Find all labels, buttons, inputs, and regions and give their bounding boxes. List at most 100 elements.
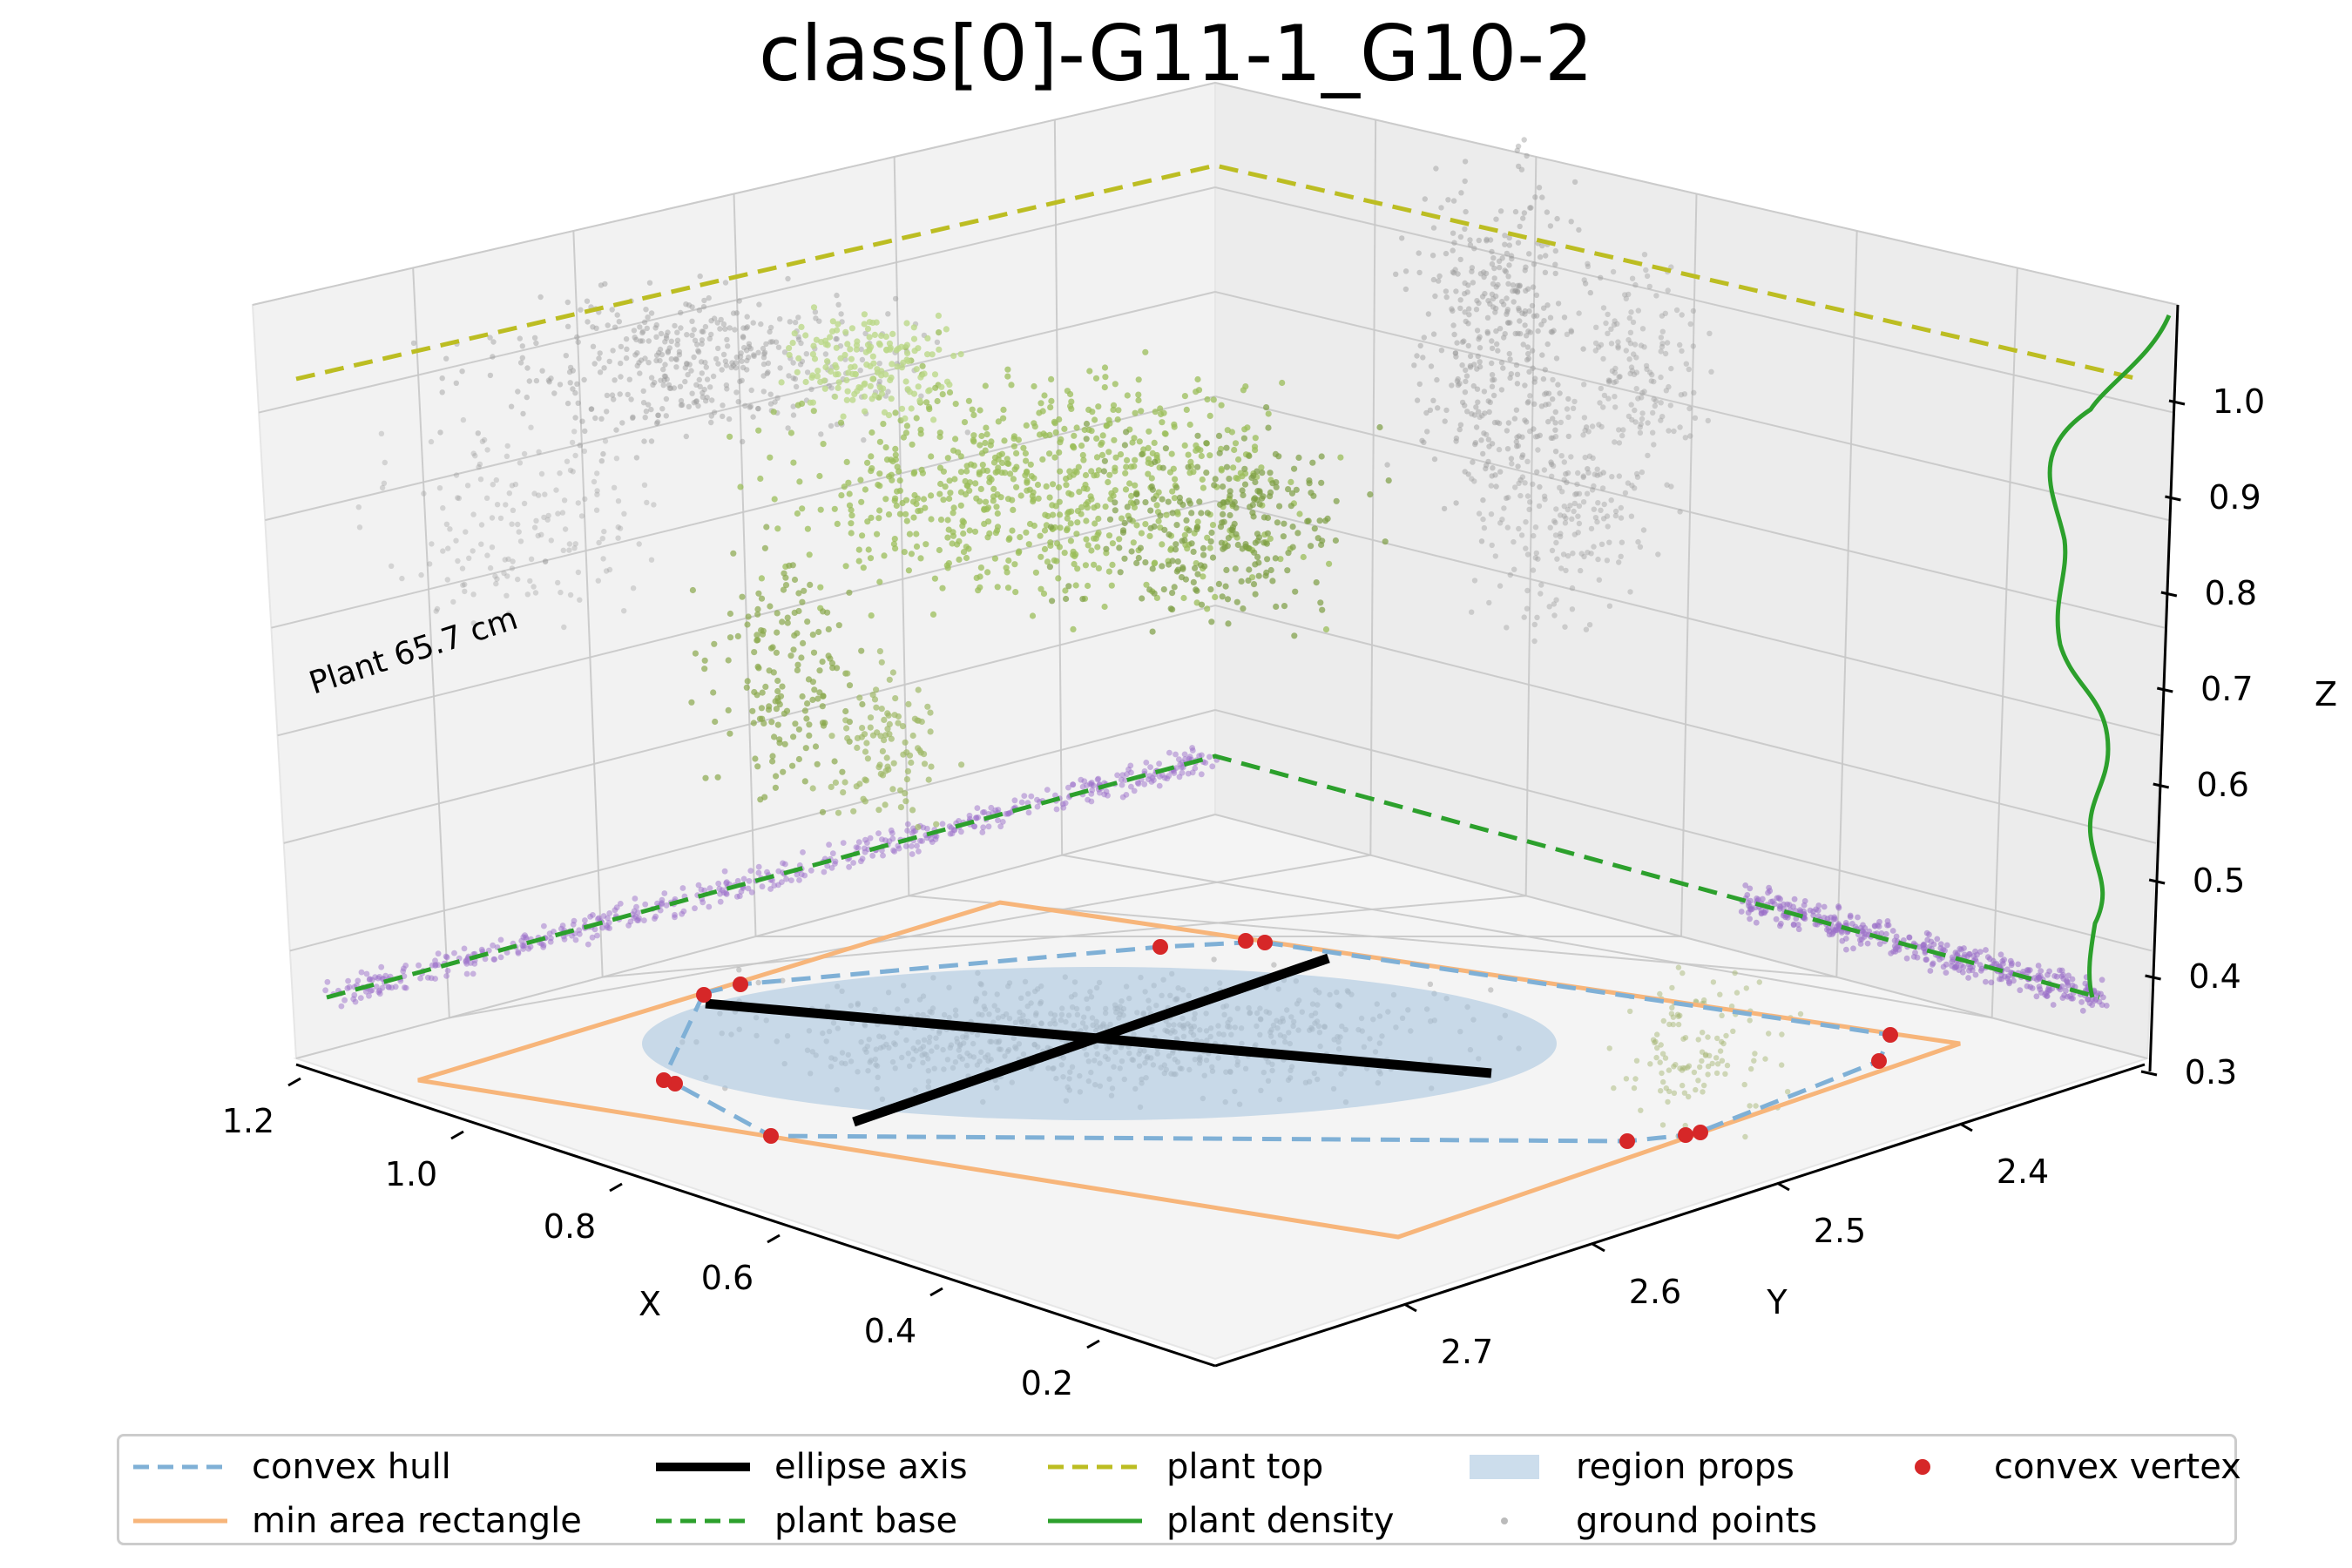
point xyxy=(577,443,583,449)
point xyxy=(1530,567,1537,573)
point xyxy=(699,337,706,343)
point xyxy=(1469,265,1476,271)
point xyxy=(346,983,353,990)
point xyxy=(1511,538,1517,545)
point xyxy=(1645,420,1651,426)
point xyxy=(1594,518,1600,525)
point xyxy=(833,335,839,342)
point xyxy=(510,507,517,513)
point xyxy=(1489,473,1495,479)
point xyxy=(1484,328,1490,335)
point xyxy=(700,899,706,906)
point xyxy=(1199,476,1206,483)
point xyxy=(1477,414,1483,420)
point xyxy=(632,335,638,341)
point xyxy=(960,530,967,537)
point xyxy=(1457,233,1464,240)
point xyxy=(1527,329,1534,335)
point xyxy=(575,400,581,406)
point xyxy=(869,353,876,360)
point xyxy=(963,554,970,562)
point xyxy=(864,755,872,762)
point xyxy=(1450,270,1457,276)
point xyxy=(988,804,995,811)
point xyxy=(1223,566,1230,574)
point xyxy=(1538,403,1545,409)
point xyxy=(977,442,983,449)
point xyxy=(1542,497,1548,503)
point xyxy=(1520,341,1526,348)
point xyxy=(528,424,534,430)
point xyxy=(981,808,988,815)
point xyxy=(1666,1088,1673,1095)
point xyxy=(1289,524,1296,531)
point xyxy=(982,439,989,447)
point xyxy=(466,555,472,561)
point xyxy=(1575,513,1581,519)
point xyxy=(792,375,799,382)
point xyxy=(1612,365,1619,372)
point xyxy=(1535,447,1541,453)
point xyxy=(1476,300,1482,307)
point xyxy=(1160,409,1167,416)
point xyxy=(1431,456,1438,463)
convex-vertex-dot xyxy=(1152,939,1168,955)
point xyxy=(810,649,818,656)
point xyxy=(696,376,702,383)
point xyxy=(1487,399,1494,406)
point xyxy=(1756,979,1763,985)
point xyxy=(562,526,569,532)
point xyxy=(1605,395,1612,402)
point xyxy=(1539,352,1545,358)
point xyxy=(727,634,734,641)
point xyxy=(1166,531,1173,538)
point xyxy=(2038,968,2044,974)
point xyxy=(1198,601,1206,608)
point xyxy=(1470,459,1476,465)
point xyxy=(1202,760,1209,766)
point xyxy=(655,412,661,418)
point xyxy=(781,740,788,747)
point xyxy=(1233,504,1240,511)
point xyxy=(849,370,856,377)
point xyxy=(1849,921,1855,927)
point xyxy=(642,901,649,908)
point xyxy=(1497,583,1504,589)
point xyxy=(1042,511,1049,518)
point xyxy=(908,405,915,412)
point xyxy=(1172,546,1179,553)
point xyxy=(795,334,801,340)
point xyxy=(1450,230,1456,236)
point xyxy=(1497,326,1504,332)
point xyxy=(909,807,916,814)
point xyxy=(487,372,494,379)
point xyxy=(876,438,884,445)
point xyxy=(1493,216,1499,222)
point xyxy=(1463,378,1469,385)
point xyxy=(1522,417,1528,423)
point xyxy=(613,427,619,433)
grid-line xyxy=(1990,267,2018,1018)
point xyxy=(664,376,670,382)
point xyxy=(833,364,840,371)
point xyxy=(1100,468,1107,475)
point xyxy=(957,469,965,476)
point xyxy=(786,345,793,352)
point xyxy=(1766,1031,1772,1037)
point xyxy=(946,823,953,829)
point xyxy=(804,525,812,532)
point xyxy=(665,348,672,355)
point xyxy=(826,841,832,848)
point xyxy=(733,365,739,371)
point xyxy=(434,605,441,612)
point xyxy=(1198,452,1205,460)
point xyxy=(1580,474,1586,481)
point xyxy=(923,399,930,406)
x-tick-mark xyxy=(1086,1339,1100,1349)
point xyxy=(1461,338,1467,344)
point xyxy=(1517,330,1524,337)
point xyxy=(1620,427,1626,433)
point xyxy=(1034,803,1041,810)
point xyxy=(1048,375,1055,382)
point xyxy=(1665,1098,1671,1105)
